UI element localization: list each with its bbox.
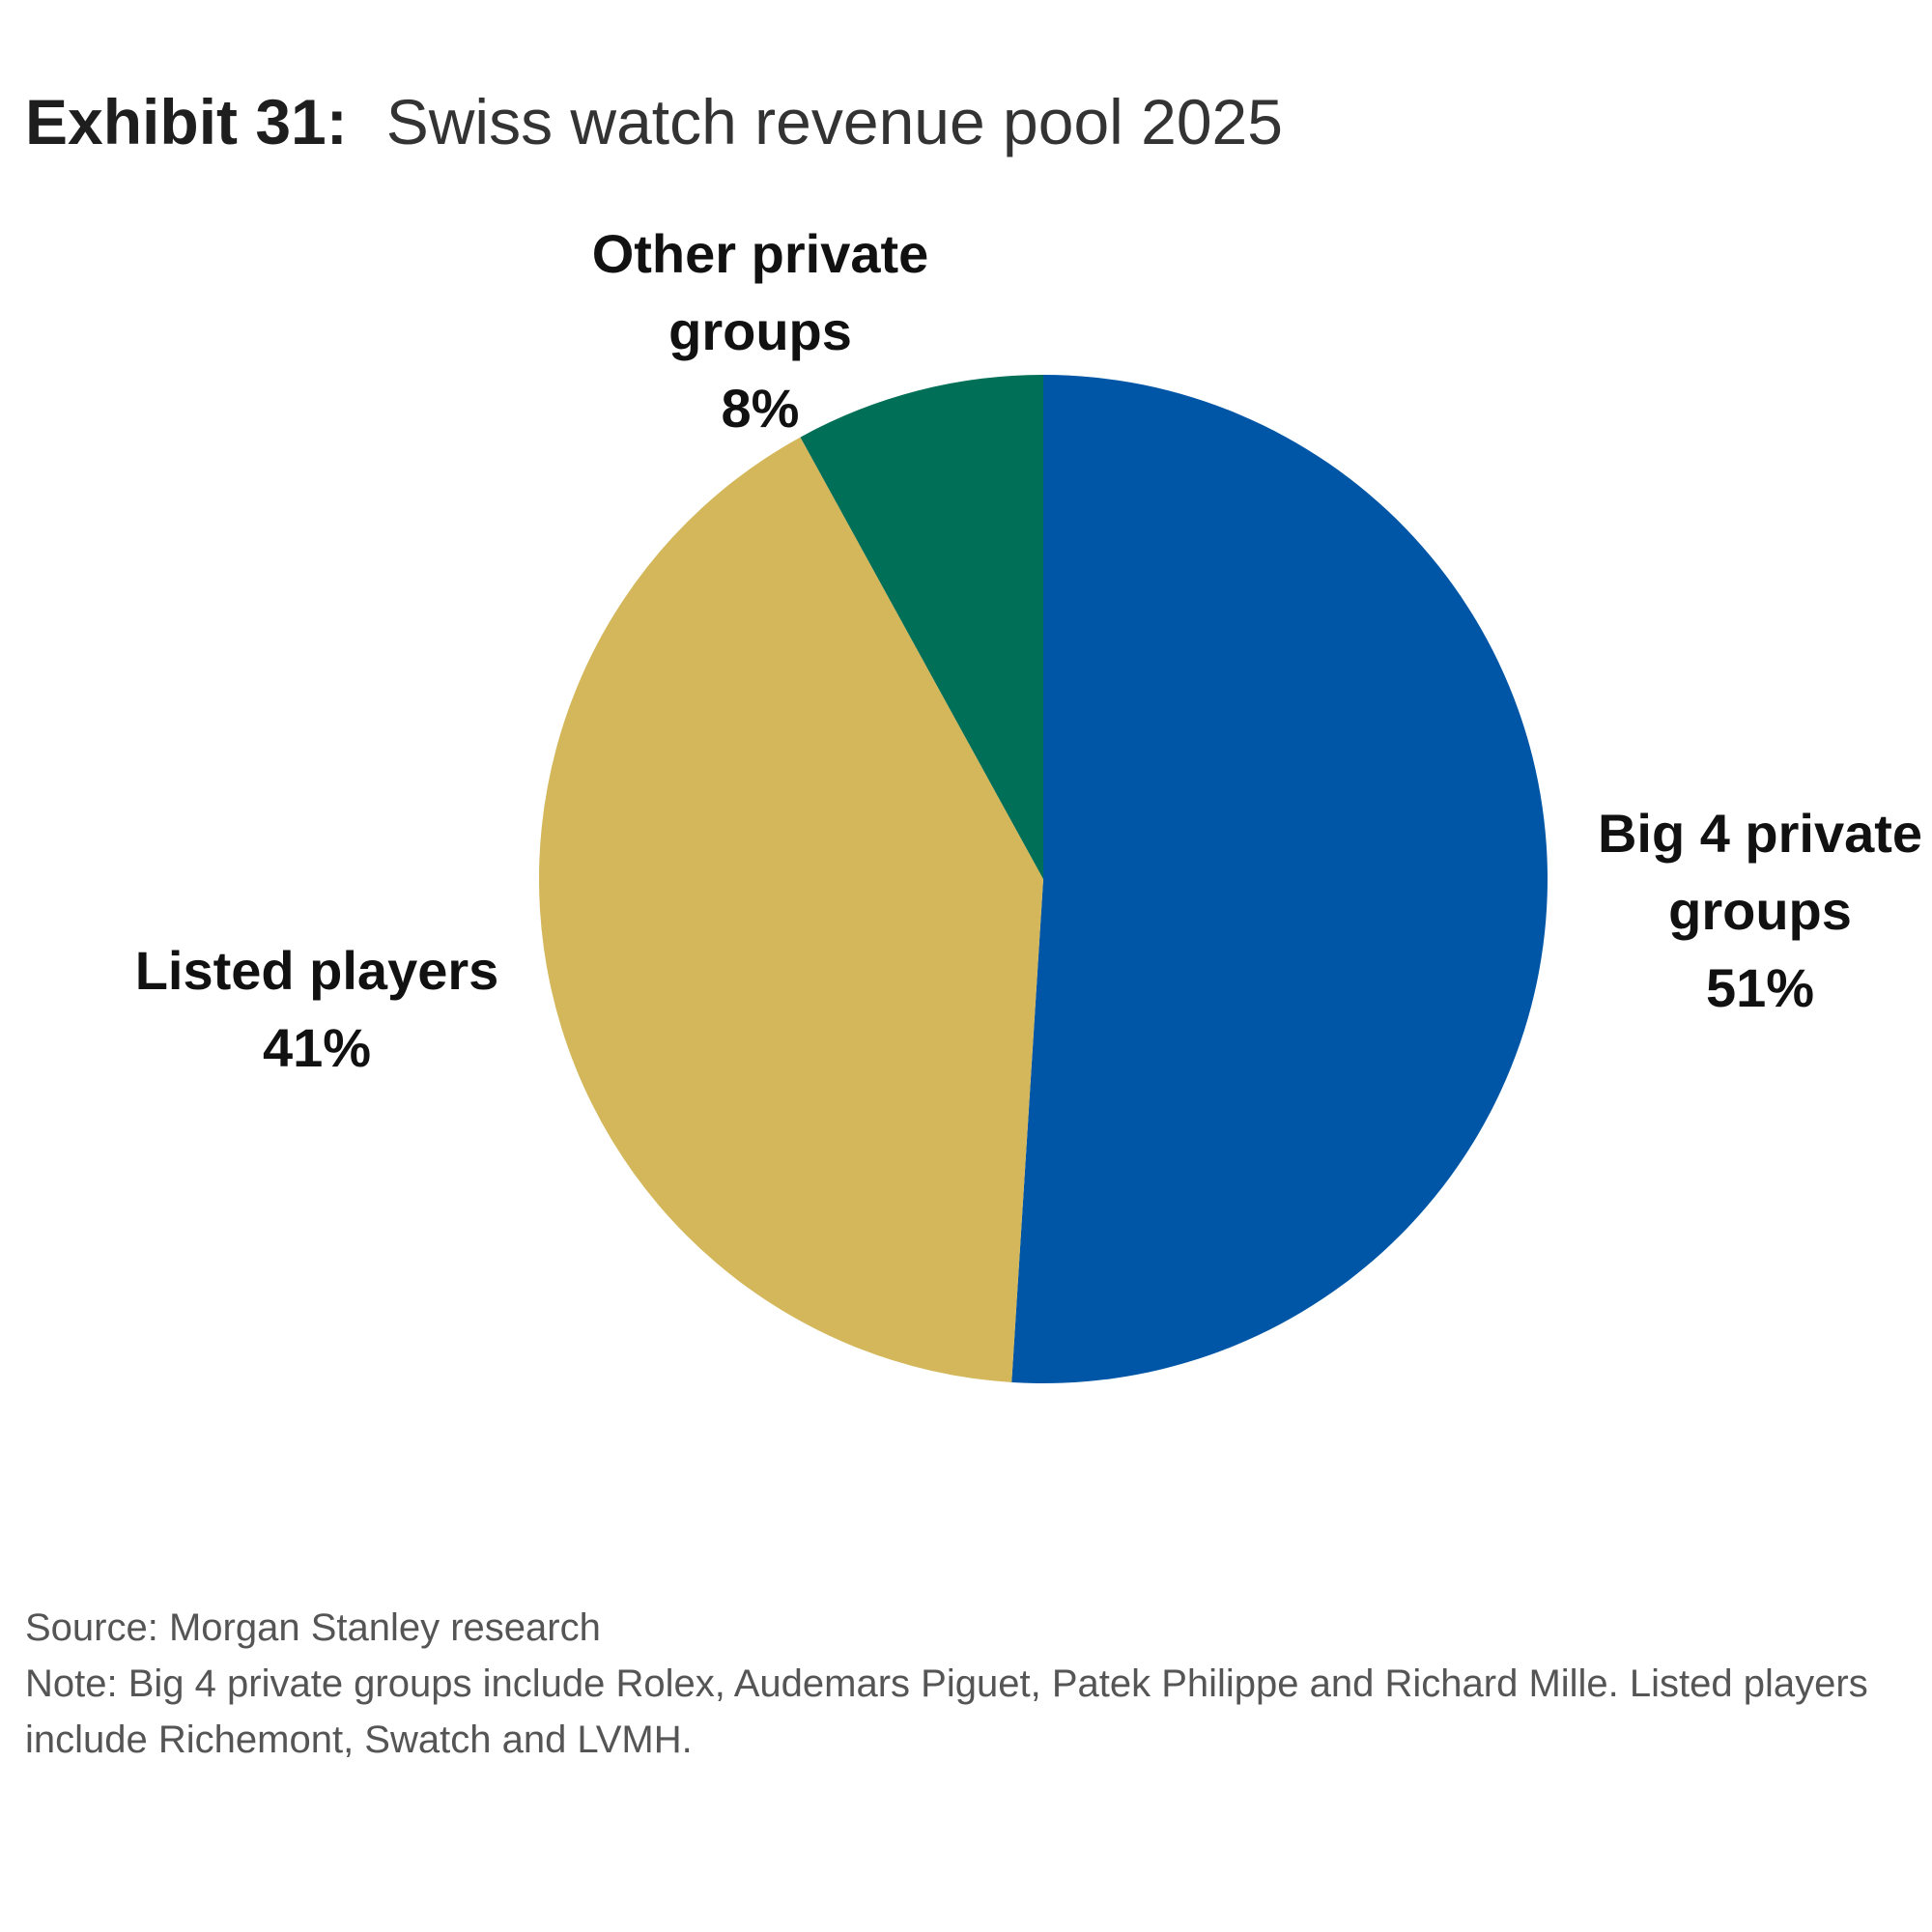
- pie-slice-listed-players: [538, 437, 1043, 1382]
- pie-slice-other-private-groups: [800, 375, 1043, 879]
- source-note: Source: Morgan Stanley research: [25, 1606, 601, 1649]
- data-label-name: Other private: [592, 223, 929, 284]
- data-label-name: Listed players: [135, 940, 499, 1001]
- exhibit-title: Swiss watch revenue pool 2025: [385, 86, 1283, 157]
- chart-title: Exhibit 31: Swiss watch revenue pool 2025: [25, 85, 1283, 158]
- data-label-name: groups: [1668, 880, 1852, 941]
- data-label-name: Big 4 private: [1598, 803, 1922, 864]
- exhibit-number: Exhibit 31:: [25, 86, 348, 157]
- data-label-value: 41%: [263, 1017, 371, 1078]
- data-label-name: groups: [668, 300, 852, 361]
- pie-slice-big-4-private-groups: [1011, 375, 1548, 1383]
- data-label-value: 8%: [722, 378, 800, 439]
- data-label-value: 51%: [1706, 957, 1814, 1018]
- chart-footer: Source: Morgan Stanley research Note: Bi…: [25, 1600, 1928, 1768]
- footnote: Note: Big 4 private groups include Rolex…: [25, 1662, 1868, 1761]
